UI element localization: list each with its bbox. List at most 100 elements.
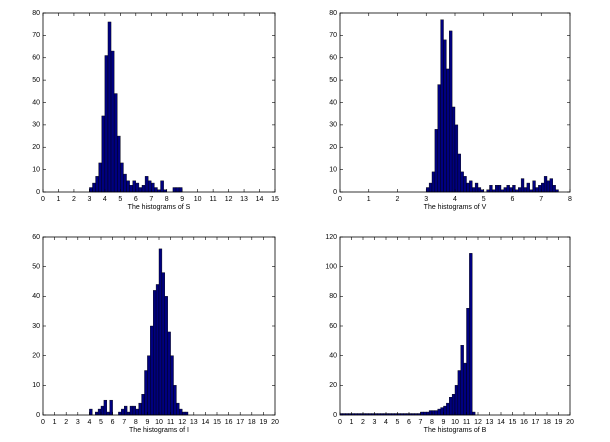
x-tick-label: 4 [453,196,457,203]
x-tick-label: 15 [509,419,517,426]
bar [489,185,493,193]
bar [469,253,473,416]
bar [178,187,183,193]
bar [512,185,516,193]
x-tick-label: 9 [180,196,184,203]
y-tick-label: 0 [333,412,337,419]
bar [437,84,441,193]
bar [104,55,109,193]
x-tick-label: 2 [396,196,400,203]
bar [506,185,510,193]
x-tick-label: 8 [165,196,169,203]
bar [179,408,183,416]
x-tick-label: 3 [87,196,91,203]
bar [103,399,108,416]
bar [509,187,513,193]
bar [420,411,424,416]
x-tick-label: 12 [474,419,482,426]
bar [110,50,115,193]
bar [120,162,124,193]
y-tick-label: 40 [329,99,337,106]
x-tick-label: 4 [103,196,107,203]
bar [532,180,536,193]
bar [167,331,171,416]
y-tick-label: 10 [329,166,337,173]
bar [454,385,459,416]
x-tick-label: 20 [566,419,574,426]
x-tick-label: 8 [568,196,572,203]
x-tick-label: 14 [497,419,505,426]
bar [150,325,154,416]
x-tick-label: 16 [520,419,528,426]
x-tick-label: 7 [419,419,423,426]
bar [151,182,155,193]
bar [164,296,168,416]
x-tick-label: 12 [225,196,233,203]
x-tick-label: 1 [57,196,61,203]
bar [138,402,142,416]
bar [546,180,551,193]
x-tick-label: 0 [41,196,45,203]
bar [472,411,476,416]
bar [431,171,436,193]
bar [147,355,151,416]
y-tick-label: 80 [329,293,337,300]
y-tick-label: 60 [32,55,40,62]
x-tick-label: 7 [149,196,153,203]
bar [451,106,456,193]
y-tick-label: 30 [329,122,337,129]
y-tick-label: 20 [329,382,337,389]
x-tick-label: 6 [134,196,138,203]
x-tick-label: 3 [76,419,80,426]
x-tick-label: 2 [64,419,68,426]
bar [144,370,148,416]
y-tick-label: 0 [36,412,40,419]
bar [454,124,459,193]
x-tick-label: 14 [256,196,264,203]
y-tick-label: 40 [329,353,337,360]
x-tick-label: 16 [225,419,233,426]
bar [440,19,444,193]
x-tick-label: 15 [213,419,221,426]
x-axis-label: The histograms of B [424,427,487,434]
bar [449,30,453,193]
bar [437,408,441,416]
x-tick-label: 4 [87,419,91,426]
bar [428,182,433,193]
bar [431,410,436,416]
x-tick-label: 3 [424,196,428,203]
bar [446,68,450,193]
bar [97,408,102,416]
bar [428,410,433,416]
bar [155,284,160,416]
bar [423,411,427,416]
x-tick-label: 6 [407,419,411,426]
y-tick-label: 10 [32,166,40,173]
x-tick-label: 9 [442,419,446,426]
bar [98,162,102,193]
bar [92,182,96,193]
x-tick-label: 8 [134,419,138,426]
axes-box [42,12,276,193]
y-tick-label: 120 [325,234,337,241]
bar [440,407,444,416]
bar [173,385,177,416]
bar [154,187,158,193]
bar [129,185,133,193]
bar [160,180,164,193]
x-tick-label: 7 [122,419,126,426]
y-tick-label: 70 [32,32,40,39]
x-axis-label: The histograms of V [424,204,487,211]
y-tick-label: 20 [32,353,40,360]
bar [426,411,430,416]
y-tick-label: 100 [325,264,337,271]
y-tick-label: 60 [329,323,337,330]
y-tick-label: 80 [329,10,337,17]
bar [129,405,134,416]
x-tick-label: 13 [486,419,494,426]
bar [132,180,136,193]
bar [126,180,130,193]
x-tick-label: 1 [350,419,354,426]
x-tick-label: 7 [539,196,543,203]
bar [109,399,113,416]
